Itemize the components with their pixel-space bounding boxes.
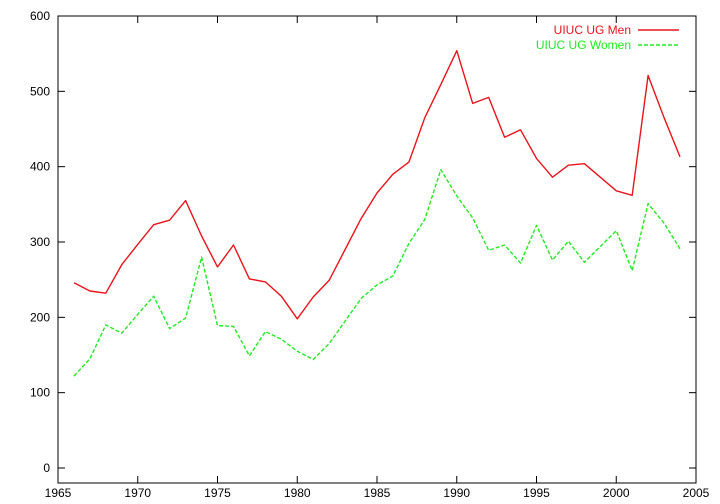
- legend-label-women: UIUC UG Women: [536, 38, 631, 52]
- x-tick-label: 1965: [45, 486, 72, 500]
- x-tick-label: 1975: [204, 486, 231, 500]
- plot-frame: [57, 15, 697, 484]
- y-tick-label: 600: [30, 9, 50, 23]
- y-tick-label: 0: [43, 461, 50, 475]
- x-tick-label: 1970: [124, 486, 151, 500]
- x-tick-label: 1995: [523, 486, 550, 500]
- y-tick-label: 300: [30, 235, 50, 249]
- x-tick-label: 2005: [683, 486, 710, 500]
- x-tick-label: 1980: [284, 486, 311, 500]
- y-tick-label: 100: [30, 386, 50, 400]
- legend-label-men: UIUC UG Men: [554, 23, 631, 37]
- y-tick-label: 500: [30, 84, 50, 98]
- axes: 0 100 200 300 400 500 600 1965 1970 1975 1980 1985 1…: [30, 9, 710, 500]
- x-tick-label: 2000: [603, 486, 630, 500]
- y-tick-label: 200: [30, 310, 50, 324]
- y-tick-label: 400: [30, 160, 50, 174]
- x-tick-label: 1985: [364, 486, 391, 500]
- series-line-men: [73, 50, 681, 320]
- series-line-women: [73, 168, 681, 377]
- series-group: [73, 50, 681, 377]
- x-tick-label: 1990: [443, 486, 470, 500]
